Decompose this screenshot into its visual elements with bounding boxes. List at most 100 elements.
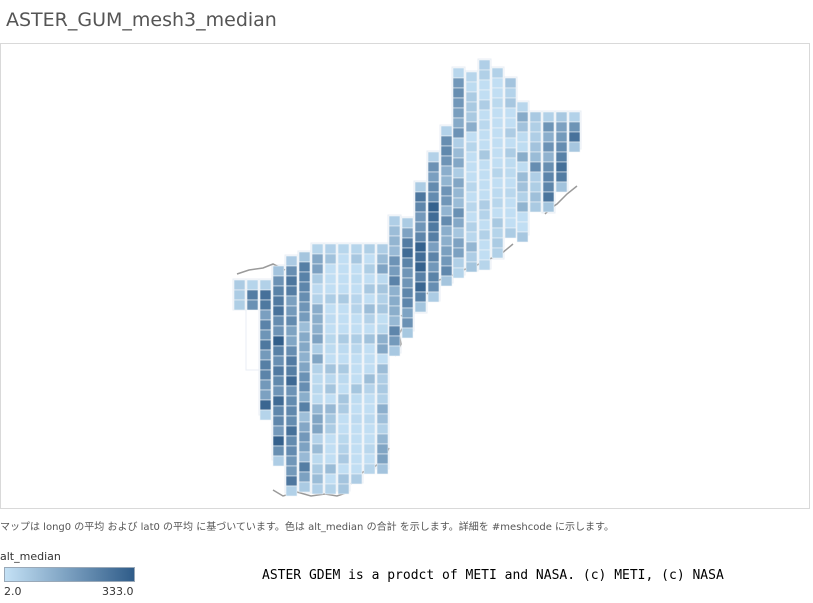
mesh-cell[interactable] bbox=[516, 141, 529, 153]
mesh-cell[interactable] bbox=[298, 481, 311, 493]
mesh-cell[interactable] bbox=[440, 185, 453, 197]
mesh-cell[interactable] bbox=[272, 445, 285, 457]
mesh-cell[interactable] bbox=[491, 67, 504, 79]
mesh-cell[interactable] bbox=[555, 161, 568, 173]
mesh-cell[interactable] bbox=[298, 281, 311, 293]
mesh-cell[interactable] bbox=[259, 289, 272, 301]
mesh-cell[interactable] bbox=[542, 191, 555, 203]
mesh-cell[interactable] bbox=[440, 275, 453, 287]
mesh-cell[interactable] bbox=[414, 291, 427, 303]
mesh-cell[interactable] bbox=[427, 181, 440, 193]
mesh-cell[interactable] bbox=[491, 187, 504, 199]
mesh-cell[interactable] bbox=[350, 473, 363, 485]
mesh-cell[interactable] bbox=[401, 307, 414, 319]
mesh-cell[interactable] bbox=[363, 333, 376, 345]
mesh-cell[interactable] bbox=[491, 237, 504, 249]
mesh-cell[interactable] bbox=[363, 303, 376, 315]
mesh-cell[interactable] bbox=[504, 87, 517, 99]
mesh-cell[interactable] bbox=[414, 191, 427, 203]
mesh-cell[interactable] bbox=[414, 251, 427, 263]
mesh-cell[interactable] bbox=[285, 315, 298, 327]
map-view[interactable] bbox=[0, 43, 810, 509]
mesh-cell[interactable] bbox=[376, 323, 389, 335]
mesh-cell[interactable] bbox=[350, 333, 363, 345]
mesh-cell[interactable] bbox=[427, 241, 440, 253]
mesh-cell[interactable] bbox=[337, 433, 350, 445]
mesh-cell[interactable] bbox=[311, 423, 324, 435]
mesh-cell[interactable] bbox=[363, 383, 376, 395]
mesh-cell[interactable] bbox=[388, 345, 401, 357]
mesh-cell[interactable] bbox=[478, 189, 491, 201]
mesh-cell[interactable] bbox=[285, 365, 298, 377]
mesh-cell[interactable] bbox=[337, 393, 350, 405]
mesh-cell[interactable] bbox=[350, 273, 363, 285]
mesh-cell[interactable] bbox=[465, 191, 478, 203]
mesh-cell[interactable] bbox=[337, 413, 350, 425]
mesh-cell[interactable] bbox=[259, 339, 272, 351]
mesh-cell[interactable] bbox=[452, 77, 465, 89]
mesh-cell[interactable] bbox=[272, 455, 285, 467]
mesh-cell[interactable] bbox=[363, 433, 376, 445]
mesh-cell[interactable] bbox=[414, 181, 427, 193]
mesh-cell[interactable] bbox=[272, 275, 285, 287]
mesh-cell[interactable] bbox=[363, 283, 376, 295]
mesh-cell[interactable] bbox=[324, 453, 337, 465]
mesh-cell[interactable] bbox=[465, 141, 478, 153]
mesh-cell[interactable] bbox=[324, 473, 337, 485]
mesh-cell[interactable] bbox=[465, 251, 478, 263]
mesh-cell[interactable] bbox=[555, 121, 568, 133]
mesh-cell[interactable] bbox=[452, 167, 465, 179]
mesh-cell[interactable] bbox=[285, 295, 298, 307]
mesh-cell[interactable] bbox=[311, 313, 324, 325]
mesh-cell[interactable] bbox=[285, 475, 298, 487]
mesh-cell[interactable] bbox=[452, 197, 465, 209]
mesh-cell[interactable] bbox=[363, 453, 376, 465]
mesh-cell[interactable] bbox=[414, 241, 427, 253]
mesh-cell[interactable] bbox=[376, 243, 389, 255]
mesh-cell[interactable] bbox=[350, 453, 363, 465]
mesh-cell[interactable] bbox=[350, 243, 363, 255]
mesh-cell[interactable] bbox=[376, 433, 389, 445]
mesh-cell[interactable] bbox=[298, 361, 311, 373]
mesh-cell[interactable] bbox=[350, 443, 363, 455]
mesh-cell[interactable] bbox=[427, 171, 440, 183]
mesh-cell[interactable] bbox=[516, 111, 529, 123]
mesh-cell[interactable] bbox=[337, 263, 350, 275]
mesh-cell[interactable] bbox=[376, 273, 389, 285]
mesh-cell[interactable] bbox=[272, 325, 285, 337]
mesh-cell[interactable] bbox=[414, 301, 427, 313]
mesh-cell[interactable] bbox=[427, 291, 440, 303]
mesh-cell[interactable] bbox=[324, 253, 337, 265]
mesh-cell[interactable] bbox=[555, 171, 568, 183]
mesh-cell[interactable] bbox=[529, 121, 542, 133]
mesh-cell[interactable] bbox=[478, 159, 491, 171]
mesh-cell[interactable] bbox=[337, 363, 350, 375]
mesh-cell[interactable] bbox=[478, 59, 491, 71]
mesh-cell[interactable] bbox=[376, 343, 389, 355]
mesh-cell[interactable] bbox=[324, 373, 337, 385]
mesh-cell[interactable] bbox=[259, 359, 272, 371]
mesh-cell[interactable] bbox=[272, 265, 285, 277]
mesh-cell[interactable] bbox=[233, 299, 246, 311]
mesh-cell[interactable] bbox=[452, 237, 465, 249]
mesh-cell[interactable] bbox=[478, 259, 491, 271]
mesh-cell[interactable] bbox=[452, 217, 465, 229]
mesh-cell[interactable] bbox=[478, 109, 491, 121]
mesh-cell[interactable] bbox=[452, 267, 465, 279]
mesh-cell[interactable] bbox=[311, 343, 324, 355]
mesh-cell[interactable] bbox=[298, 471, 311, 483]
mesh-cell[interactable] bbox=[491, 97, 504, 109]
mesh-cell[interactable] bbox=[516, 181, 529, 193]
mesh-cell[interactable] bbox=[363, 423, 376, 435]
mesh-cell[interactable] bbox=[285, 425, 298, 437]
mesh-cell[interactable] bbox=[298, 311, 311, 323]
mesh-cell[interactable] bbox=[350, 393, 363, 405]
mesh-cell[interactable] bbox=[465, 261, 478, 273]
mesh-map[interactable] bbox=[1, 44, 810, 509]
mesh-cell[interactable] bbox=[491, 107, 504, 119]
mesh-cell[interactable] bbox=[440, 175, 453, 187]
mesh-cell[interactable] bbox=[350, 303, 363, 315]
mesh-cell[interactable] bbox=[285, 455, 298, 467]
mesh-cell[interactable] bbox=[337, 283, 350, 295]
mesh-cell[interactable] bbox=[465, 91, 478, 103]
